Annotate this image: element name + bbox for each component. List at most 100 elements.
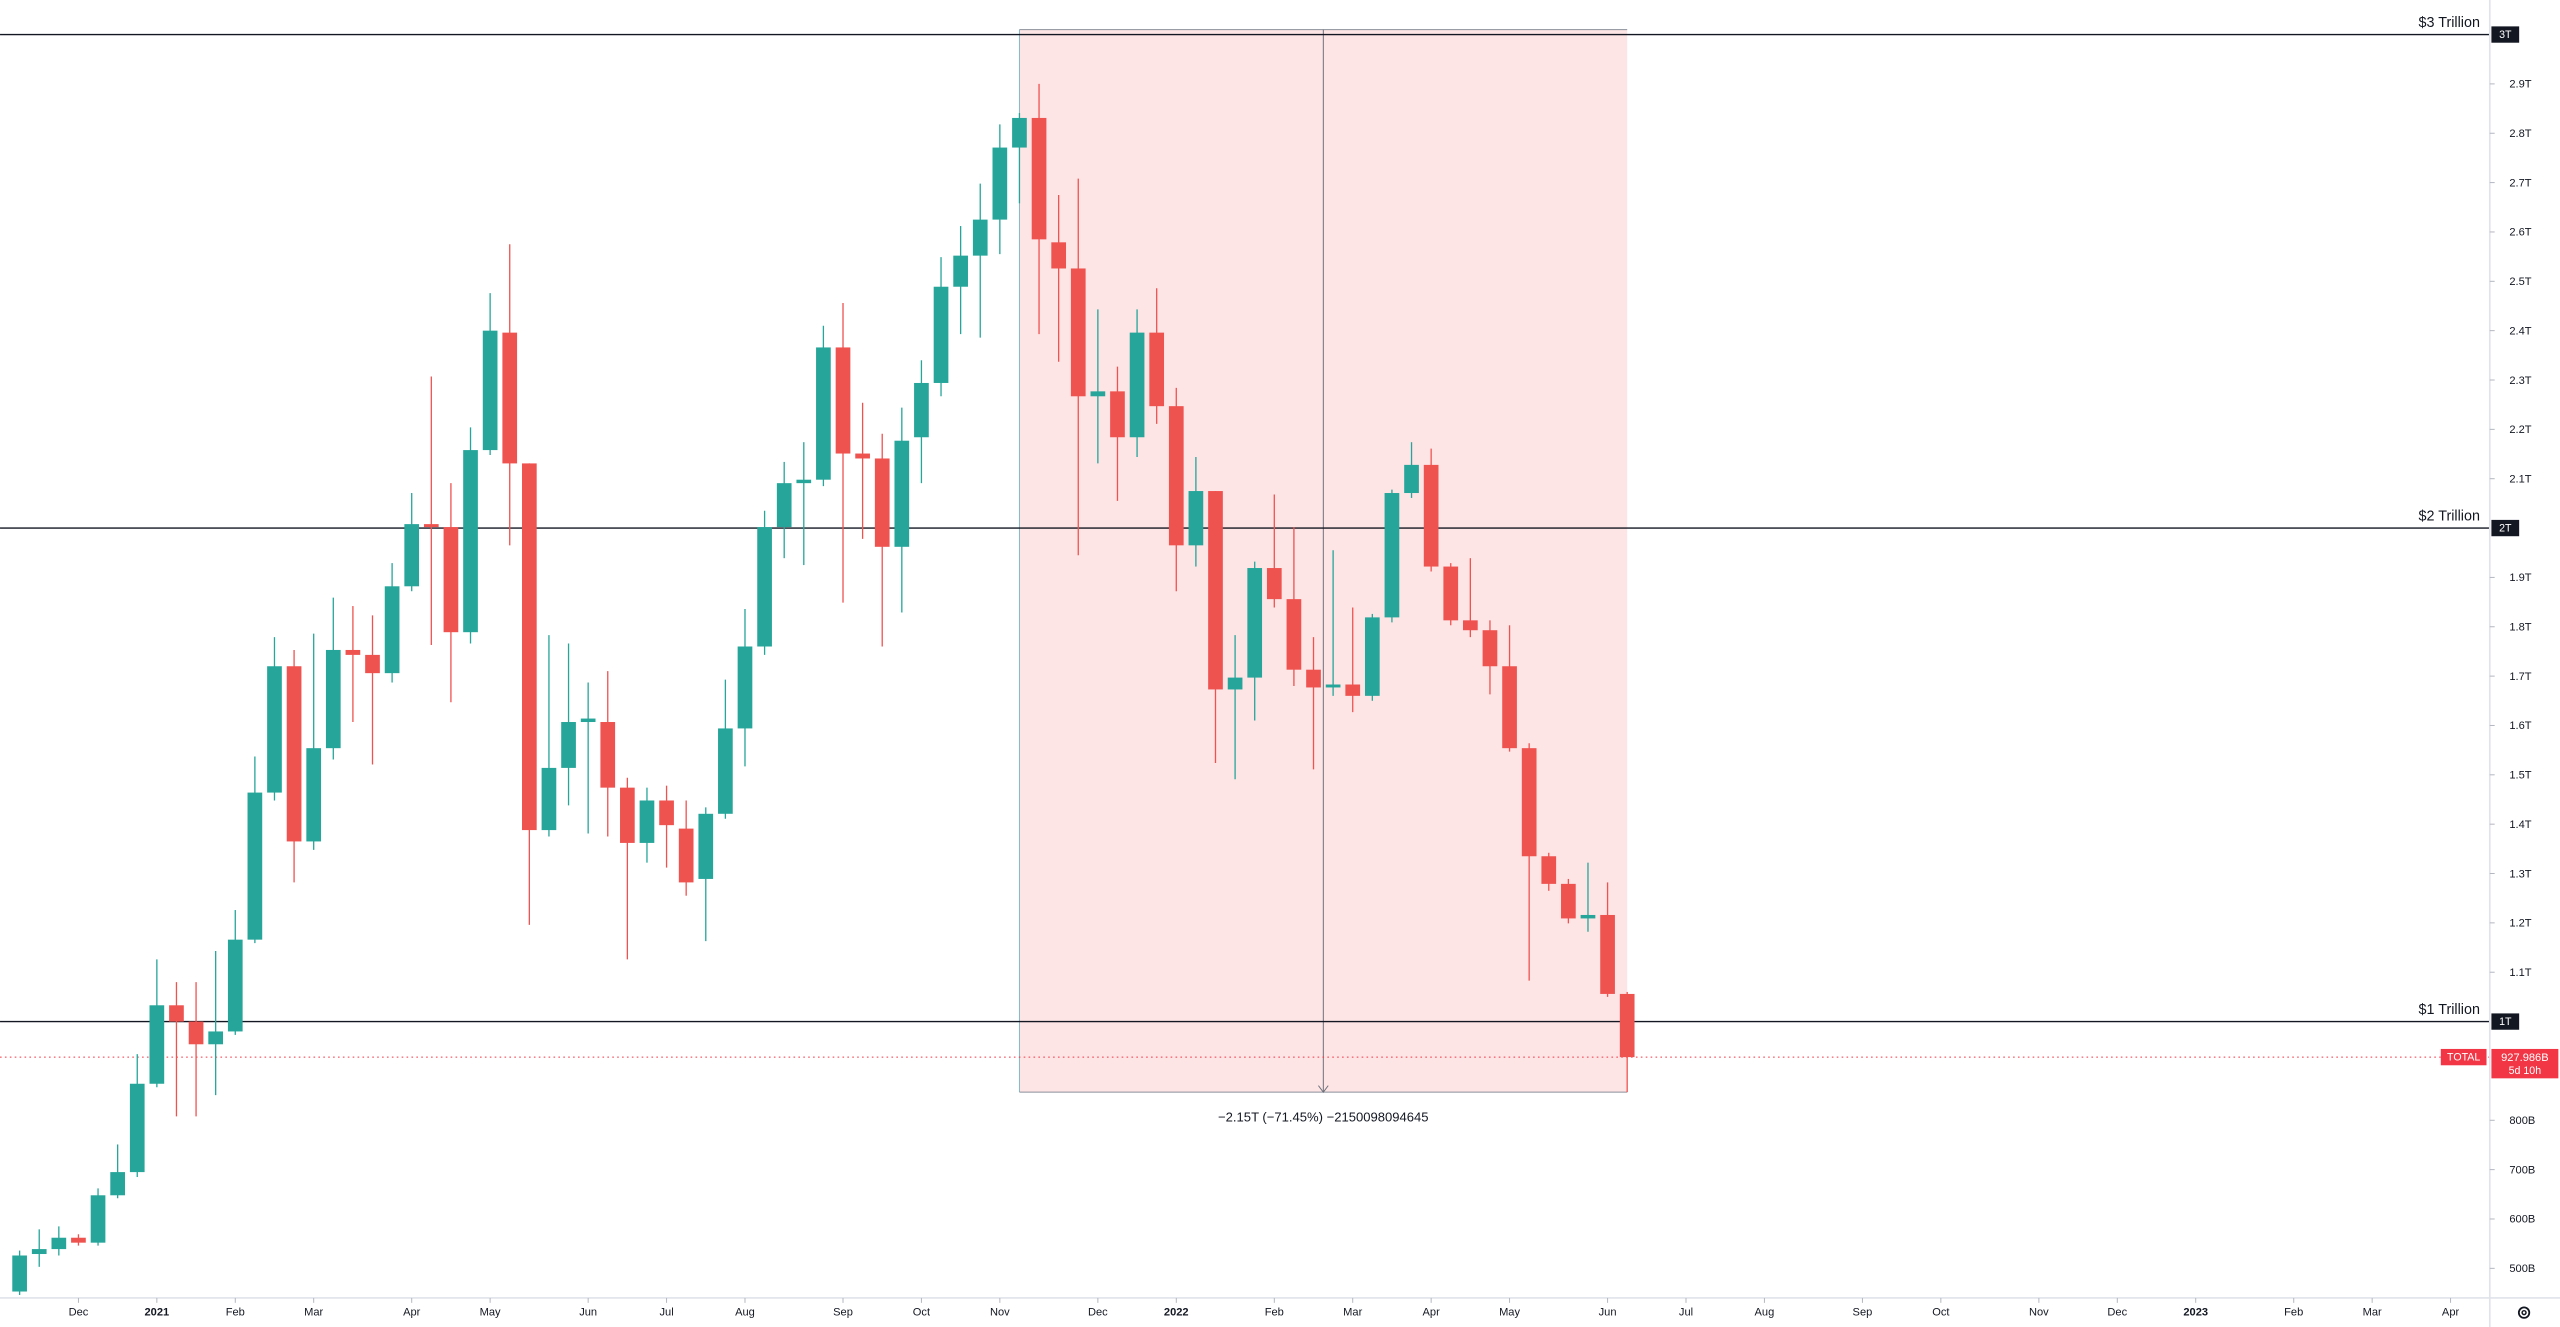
candle-body — [110, 1172, 125, 1196]
settings-gear-hub[interactable] — [2521, 1309, 2527, 1316]
price-name: TOTAL — [2447, 1052, 2480, 1064]
y-tick-label: 1.9T — [2509, 572, 2531, 584]
y-tick-label: 2.8T — [2509, 128, 2531, 140]
y-tick-label: 2.3T — [2509, 375, 2531, 387]
y-tick-label: 1.6T — [2509, 720, 2531, 732]
y-tick-label: 1.5T — [2509, 770, 2531, 782]
candle-body — [972, 219, 988, 256]
candle-body — [620, 787, 635, 843]
candle-body — [286, 666, 302, 842]
candle-body — [718, 728, 733, 814]
candle-body — [521, 463, 537, 831]
candle-body — [1070, 268, 1086, 397]
candle-body — [1541, 856, 1557, 884]
y-tick-label: 2.1T — [2509, 473, 2531, 485]
x-tick-label: 2022 — [1164, 1307, 1189, 1319]
candle-body — [1600, 914, 1615, 994]
axis-layer: 3T 2T 1T 500B 600B 700B 800B 1.1T 1.2T 1.3T 1.4T 1.… — [69, 26, 2559, 1319]
y-tick-label: 2.5T — [2509, 276, 2531, 288]
candle-body — [1482, 630, 1498, 667]
level-axis-label: 2T — [2499, 523, 2512, 535]
y-tick-label: 1.3T — [2509, 868, 2531, 880]
candle-body — [482, 330, 498, 451]
candle-body — [639, 800, 655, 843]
price-name-box — [2440, 1048, 2487, 1066]
y-tick-label: 1.1T — [2509, 967, 2531, 979]
level-axis-box — [2491, 519, 2520, 537]
x-tick-label: Dec — [1088, 1307, 1108, 1319]
y-tick-label: 1.4T — [2509, 819, 2531, 831]
measure-label: −2.15T (−71.45%) −2150098094645 — [1218, 1110, 1429, 1125]
x-tick-label: Nov — [990, 1307, 1010, 1319]
candle-body — [1227, 677, 1243, 690]
x-tick-label: Sep — [1853, 1307, 1873, 1319]
candle-body — [737, 646, 753, 729]
x-tick-label: 2023 — [2183, 1307, 2208, 1319]
candle-body — [1090, 391, 1106, 397]
candle-body — [1423, 464, 1439, 567]
x-tick-label: May — [480, 1307, 501, 1319]
y-tick-label: 700B — [2509, 1164, 2535, 1176]
x-tick-label: Mar — [2363, 1307, 2382, 1319]
candle-body — [51, 1237, 67, 1250]
candle-body — [71, 1237, 86, 1243]
candle-body — [678, 828, 694, 883]
candle-body — [1443, 566, 1459, 621]
x-tick-label: Jun — [1599, 1307, 1617, 1319]
candle-body — [247, 792, 263, 940]
candle-body — [1188, 491, 1204, 546]
candle-body — [345, 649, 361, 655]
candle-body — [541, 767, 557, 831]
y-tick-label: 2.9T — [2509, 79, 2531, 91]
x-tick-label: May — [1499, 1307, 1520, 1319]
y-tick-label: 2.4T — [2509, 325, 2531, 337]
candle-body — [1502, 666, 1517, 749]
background-layer: −2.15T (−71.45%) −2150098094645 — [1018, 29, 1628, 1125]
candle-body — [149, 1005, 165, 1084]
y-tick-label: 1.8T — [2509, 622, 2531, 634]
candle-body — [384, 586, 400, 674]
candle-body — [698, 813, 714, 879]
level-label: $3 Trillion — [2419, 15, 2480, 31]
candle-body — [855, 453, 870, 459]
candle-body — [1149, 332, 1165, 407]
candle-body — [463, 450, 478, 633]
candle-body — [1168, 406, 1184, 546]
candle-body — [600, 722, 616, 788]
candle-body — [188, 1021, 204, 1045]
x-tick-label: Mar — [1343, 1307, 1362, 1319]
y-tick-label: 600B — [2509, 1214, 2535, 1226]
candle-body — [1306, 669, 1321, 688]
settings-icon[interactable] — [2517, 1306, 2531, 1319]
candle-body — [1129, 332, 1145, 438]
y-tick-label: 2.2T — [2509, 424, 2531, 436]
x-tick-label: Apr — [2442, 1307, 2460, 1319]
x-tick-label: Aug — [1755, 1307, 1775, 1319]
level-label: $2 Trillion — [2419, 508, 2480, 524]
level-axis-label: 3T — [2499, 29, 2512, 41]
x-tick-label: Mar — [304, 1307, 323, 1319]
candle-body — [953, 255, 968, 287]
candle-body — [796, 479, 812, 484]
candle-body — [1561, 883, 1576, 919]
price-countdown: 5d 10h — [2509, 1065, 2542, 1077]
candle-body — [1208, 491, 1223, 690]
x-tick-label: Feb — [2284, 1307, 2303, 1319]
candle-body — [1031, 117, 1047, 240]
x-tick-label: 2021 — [145, 1307, 170, 1319]
x-tick-label: Jul — [1679, 1307, 1693, 1319]
candle-body — [404, 524, 420, 587]
candle-body — [365, 654, 380, 674]
candle-body — [1619, 993, 1635, 1058]
x-tick-label: Nov — [2029, 1307, 2049, 1319]
x-tick-label: Dec — [2107, 1307, 2127, 1319]
candle-body — [561, 722, 576, 768]
candle-body — [835, 347, 851, 454]
price-value: 927.986B — [2501, 1052, 2549, 1064]
settings-gear[interactable] — [2517, 1306, 2531, 1319]
y-tick-label: 2.6T — [2509, 227, 2531, 239]
y-tick-label: 800B — [2509, 1115, 2535, 1127]
x-tick-label: Dec — [69, 1307, 89, 1319]
